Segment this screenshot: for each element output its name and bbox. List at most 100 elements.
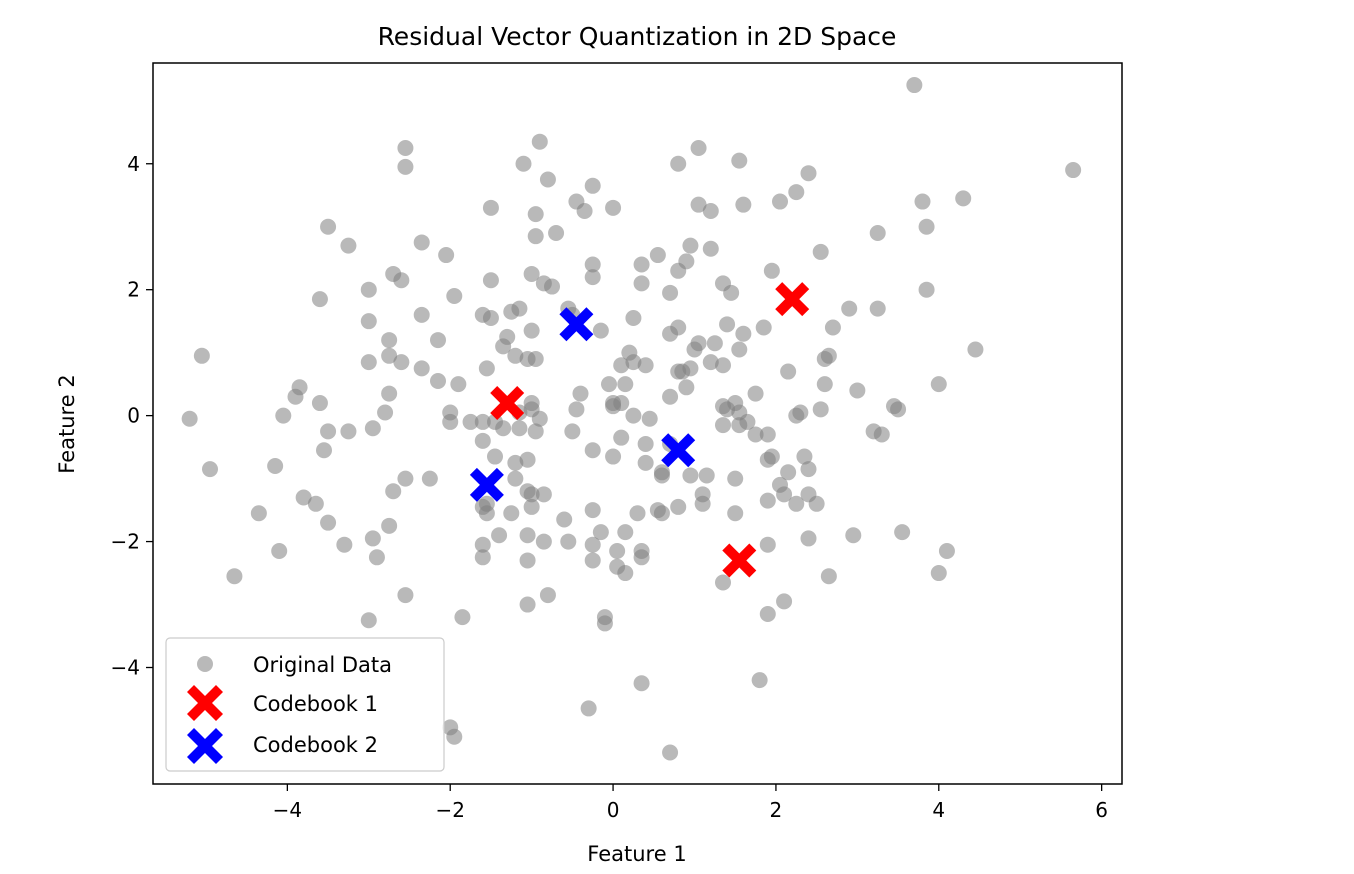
x-tick-label: 4 bbox=[932, 798, 945, 822]
original-data-point-226 bbox=[454, 609, 471, 626]
original-data-point-89 bbox=[625, 407, 642, 424]
original-data-point-55 bbox=[511, 300, 528, 317]
original-data-point-98 bbox=[731, 341, 748, 358]
original-data-point-132 bbox=[759, 492, 776, 509]
original-data-point-130 bbox=[808, 495, 825, 512]
original-data-point-225 bbox=[539, 587, 556, 604]
original-data-point-43 bbox=[523, 265, 540, 282]
original-data-point-250 bbox=[776, 593, 793, 610]
original-data-point-192 bbox=[385, 483, 402, 500]
original-data-point-79 bbox=[625, 354, 642, 371]
original-data-point-4 bbox=[531, 133, 548, 150]
original-data-point-166 bbox=[430, 372, 446, 389]
original-data-point-76 bbox=[686, 341, 703, 358]
original-data-point-182 bbox=[291, 379, 308, 396]
original-data-point-142 bbox=[629, 505, 646, 522]
original-data-point-180 bbox=[311, 395, 328, 412]
original-data-point-206 bbox=[474, 549, 491, 566]
original-data-point-212 bbox=[592, 524, 609, 541]
original-data-point-185 bbox=[377, 404, 394, 421]
original-data-point-118 bbox=[788, 407, 805, 424]
codebook-2-point-1 bbox=[661, 433, 696, 468]
original-data-point-242 bbox=[226, 568, 243, 585]
original-data-point-116 bbox=[715, 417, 731, 434]
original-data-point-90 bbox=[641, 410, 658, 427]
original-data-point-259 bbox=[890, 401, 907, 418]
original-data-point-13 bbox=[670, 155, 687, 172]
original-data-point-7 bbox=[584, 177, 601, 194]
original-data-point-37 bbox=[702, 240, 719, 257]
original-data-point-113 bbox=[747, 426, 764, 443]
x-tick-label: 2 bbox=[770, 798, 783, 822]
original-data-point-71 bbox=[755, 319, 772, 336]
original-data-point-174 bbox=[430, 332, 446, 349]
original-data-point-8 bbox=[605, 199, 622, 216]
original-data-point-247 bbox=[662, 744, 679, 761]
original-data-point-193 bbox=[519, 451, 536, 468]
original-data-point-59 bbox=[592, 322, 609, 339]
original-data-point-244 bbox=[446, 728, 463, 745]
original-data-point-31 bbox=[548, 225, 565, 242]
original-data-point-123 bbox=[759, 451, 776, 468]
y-tick-label: 2 bbox=[127, 278, 140, 302]
original-data-point-204 bbox=[491, 527, 508, 544]
original-data-point-114 bbox=[759, 426, 776, 443]
original-data-point-236 bbox=[250, 505, 267, 522]
original-data-point-128 bbox=[776, 486, 793, 503]
codebook-2-point-0 bbox=[559, 307, 594, 342]
original-data-point-146 bbox=[637, 435, 654, 452]
original-data-point-233 bbox=[320, 514, 337, 531]
codebook-1-point-1 bbox=[490, 386, 525, 420]
original-data-point-136 bbox=[727, 505, 744, 522]
original-data-point-248 bbox=[751, 672, 768, 689]
original-data-point-137 bbox=[698, 467, 715, 484]
original-data-point-195 bbox=[507, 470, 524, 487]
original-data-point-21 bbox=[702, 202, 719, 219]
original-data-point-91 bbox=[662, 388, 679, 405]
original-data-point-124 bbox=[796, 448, 813, 465]
original-data-point-223 bbox=[519, 552, 536, 569]
original-data-point-42 bbox=[544, 278, 560, 295]
original-data-point-45 bbox=[446, 287, 463, 304]
original-data-point-249 bbox=[759, 605, 776, 622]
original-data-point-165 bbox=[442, 404, 459, 421]
original-data-point-80 bbox=[613, 357, 630, 374]
original-data-point-131 bbox=[788, 495, 805, 512]
original-data-point-69 bbox=[918, 281, 935, 298]
original-data-point-73 bbox=[719, 316, 736, 333]
original-data-point-27 bbox=[340, 237, 357, 254]
original-data-point-30 bbox=[527, 228, 544, 245]
original-data-point-241 bbox=[271, 543, 288, 560]
original-data-point-16 bbox=[800, 165, 817, 182]
original-data-point-141 bbox=[653, 505, 670, 522]
x-tick-label: 0 bbox=[607, 798, 620, 822]
original-data-point-168 bbox=[478, 360, 495, 377]
original-data-point-67 bbox=[841, 300, 858, 317]
original-data-point-66 bbox=[812, 243, 829, 260]
original-data-point-126 bbox=[780, 464, 797, 481]
original-data-point-95 bbox=[670, 363, 687, 380]
original-data-point-208 bbox=[535, 533, 552, 550]
original-data-point-215 bbox=[609, 543, 626, 560]
original-data-point-18 bbox=[772, 193, 788, 210]
original-data-point-227 bbox=[360, 612, 377, 629]
original-data-point-234 bbox=[307, 495, 324, 512]
original-data-point-237 bbox=[267, 458, 284, 475]
original-data-point-28 bbox=[413, 234, 430, 251]
original-data-point-51 bbox=[360, 313, 377, 330]
original-data-point-197 bbox=[523, 486, 540, 503]
original-data-point-88 bbox=[605, 398, 622, 415]
original-data-point-220 bbox=[617, 565, 634, 582]
x-axis-label: Feature 1 bbox=[587, 842, 686, 866]
original-data-point-230 bbox=[364, 530, 381, 547]
original-data-point-68 bbox=[869, 300, 886, 317]
original-data-point-238 bbox=[202, 461, 218, 478]
original-data-point-70 bbox=[824, 319, 841, 336]
x-tick-label: −4 bbox=[273, 798, 302, 822]
original-data-point-133 bbox=[727, 470, 744, 487]
original-data-point-81 bbox=[637, 357, 654, 374]
original-data-point-82 bbox=[601, 376, 617, 393]
original-data-point-224 bbox=[519, 596, 536, 613]
chart-title: Residual Vector Quantization in 2D Space bbox=[378, 22, 897, 51]
codebook-1-point-0 bbox=[775, 282, 810, 317]
